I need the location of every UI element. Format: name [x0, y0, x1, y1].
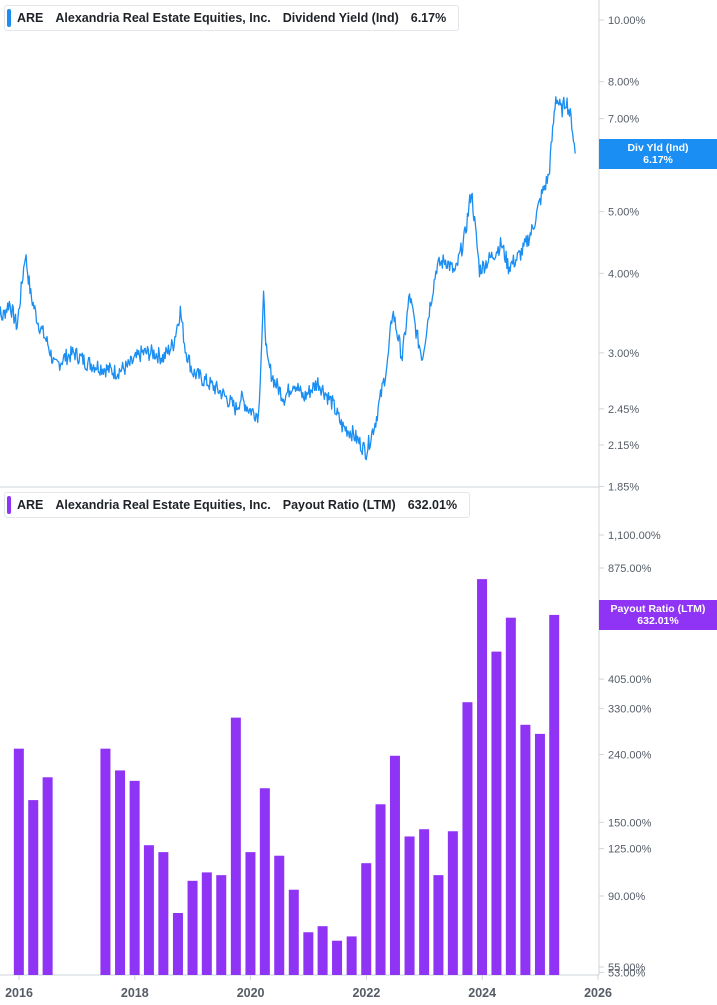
- payout-axis-tick-label: 330.00%: [608, 704, 652, 716]
- payout-bar: [115, 770, 126, 975]
- x-axis-tick-label: 2026: [584, 986, 612, 1000]
- bottom-legend-metric: Payout Ratio (LTM): [282, 498, 396, 512]
- payout-bar: [187, 880, 198, 975]
- payout-axis-tick-label: 405.00%: [608, 674, 652, 686]
- current-yield-tag: Div Yld (Ind) 6.17%: [599, 139, 717, 169]
- payout-bar: [332, 940, 343, 975]
- payout-bar: [389, 755, 400, 975]
- bottom-legend-color-swatch: [7, 496, 11, 514]
- current-payout-tag-value: 632.01%: [637, 615, 679, 627]
- payout-bar: [28, 800, 39, 975]
- bottom-legend-value: 632.01%: [407, 498, 458, 512]
- payout-bar: [13, 748, 24, 975]
- top-legend: ARE Alexandria Real Estate Equities, Inc…: [4, 5, 460, 31]
- payout-axis-tick-label: 150.00%: [608, 817, 652, 829]
- current-payout-tag: Payout Ratio (LTM) 632.01%: [599, 600, 717, 630]
- payout-bar: [520, 724, 531, 975]
- x-axis-tick-label: 2024: [468, 986, 496, 1000]
- payout-bar: [230, 717, 241, 975]
- top-legend-company: Alexandria Real Estate Equities, Inc.: [55, 11, 271, 25]
- yield-axis-tick-label: 5.00%: [608, 207, 639, 219]
- top-legend-value: 6.17%: [410, 11, 447, 25]
- payout-bar: [361, 863, 372, 975]
- x-axis-tick-label: 2016: [5, 986, 33, 1000]
- payout-bar: [288, 889, 299, 975]
- payout-bar: [505, 617, 516, 975]
- x-axis-tick-label: 2018: [121, 986, 149, 1000]
- yield-axis-tick-label: 3.00%: [608, 348, 639, 360]
- payout-bar: [274, 855, 285, 975]
- yield-axis-tick-label: 2.15%: [608, 440, 639, 452]
- payout-axis-tick-label: 240.00%: [608, 750, 652, 762]
- x-axis-tick-label: 2020: [237, 986, 265, 1000]
- bottom-legend-company: Alexandria Real Estate Equities, Inc.: [55, 498, 271, 512]
- payout-bar: [534, 733, 545, 975]
- yield-axis-tick-label: 10.00%: [608, 15, 646, 27]
- payout-axis-tick-label: 53.00%: [608, 967, 646, 979]
- payout-bar: [549, 614, 560, 975]
- payout-bar: [477, 579, 488, 975]
- yield-axis-tick-label: 4.00%: [608, 268, 639, 280]
- x-axis-tick-label: 2022: [352, 986, 380, 1000]
- payout-bar: [404, 836, 415, 975]
- payout-bar: [303, 932, 314, 975]
- payout-bar: [201, 872, 212, 975]
- top-legend-metric: Dividend Yield (Ind): [282, 11, 399, 25]
- payout-bar: [245, 852, 256, 975]
- payout-axis-tick-label: 55.00%: [608, 962, 646, 974]
- payout-bar: [216, 875, 227, 975]
- payout-axis-tick-label: 125.00%: [608, 844, 652, 856]
- payout-bar: [462, 702, 473, 975]
- top-legend-color-swatch: [7, 9, 11, 27]
- payout-bar: [143, 845, 154, 975]
- payout-bar: [42, 777, 53, 975]
- payout-axis-tick-label: 1,100.00%: [608, 530, 661, 542]
- payout-bar: [158, 852, 169, 975]
- payout-bar: [346, 936, 357, 975]
- payout-bar: [129, 780, 140, 975]
- payout-bar: [433, 875, 444, 975]
- payout-axis-tick-label: 90.00%: [608, 891, 646, 903]
- payout-bar: [375, 804, 386, 975]
- payout-bar: [259, 788, 270, 975]
- top-legend-ticker: ARE: [17, 11, 44, 25]
- payout-bar: [491, 651, 502, 975]
- payout-bar: [317, 926, 328, 975]
- current-payout-tag-title: Payout Ratio (LTM): [610, 603, 706, 615]
- payout-axis-tick-label: 875.00%: [608, 563, 652, 575]
- payout-bar: [100, 748, 111, 975]
- yield-axis-tick-label: 7.00%: [608, 114, 639, 126]
- dividend-yield-line: [0, 96, 576, 461]
- payout-bar: [172, 912, 183, 975]
- payout-bar: [419, 829, 430, 975]
- bottom-legend-ticker: ARE: [17, 498, 44, 512]
- yield-axis-tick-label: 2.45%: [608, 404, 639, 416]
- payout-bar: [447, 831, 458, 975]
- current-yield-tag-value: 6.17%: [643, 154, 673, 166]
- bottom-legend: ARE Alexandria Real Estate Equities, Inc…: [4, 492, 471, 518]
- current-yield-tag-title: Div Yld (Ind): [627, 142, 689, 154]
- yield-axis-tick-label: 1.85%: [608, 482, 639, 494]
- yield-axis-tick-label: 8.00%: [608, 77, 639, 89]
